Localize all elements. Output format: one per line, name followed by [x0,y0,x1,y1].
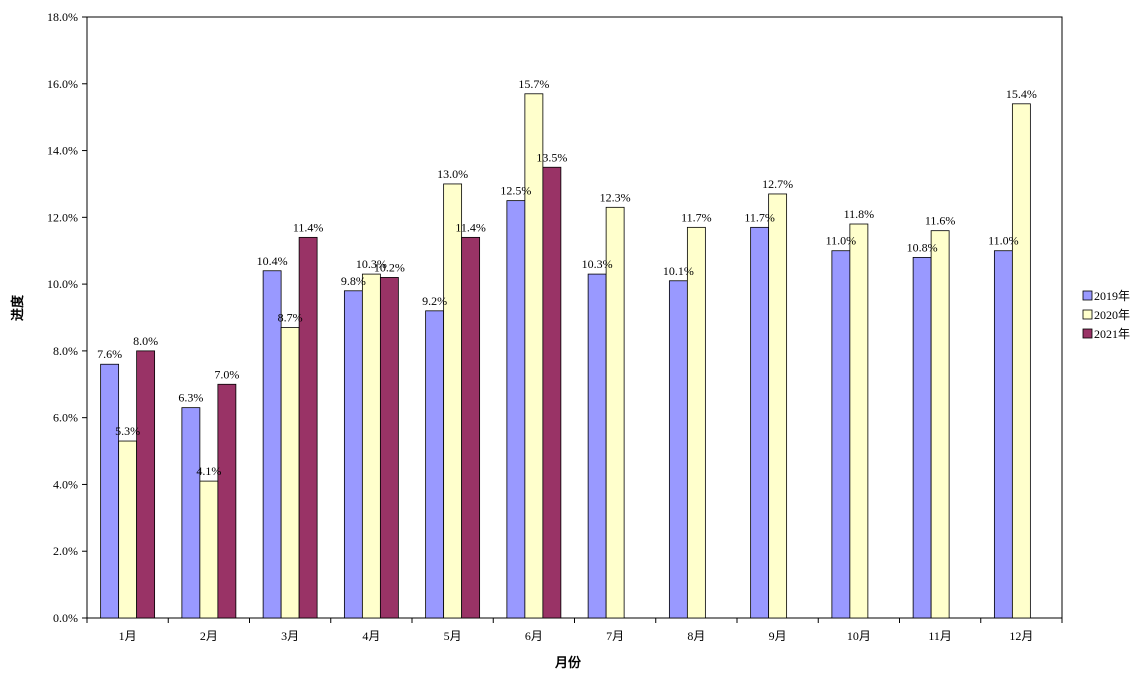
bar [750,226,770,619]
data-label: 12.5% [500,184,531,198]
data-label: 11.0% [826,234,857,248]
legend: 2019年 2020年 2021年 [1082,289,1130,341]
data-label: 11.0% [988,234,1019,248]
x-tick-label: 11月 [928,629,952,643]
bar [605,206,625,619]
data-label: 13.0% [437,167,468,181]
x-tick-label: 5月 [444,629,462,643]
data-label: 9.2% [422,294,447,308]
data-label: 15.7% [518,77,549,91]
data-label: 11.6% [925,214,956,228]
x-tick-label: 7月 [606,629,624,643]
plot-border [86,16,1063,619]
y-tick-label: 8.0% [53,344,78,358]
data-label: 15.4% [1006,87,1037,101]
data-label: 11.7% [744,210,775,224]
data-label: 12.7% [762,177,793,191]
data-label: 10.1% [663,264,694,278]
data-label: 8.7% [278,311,303,325]
x-tick-label: 2月 [200,629,218,643]
y-axis-title: 进度 [10,294,26,321]
data-label: 11.7% [681,210,712,224]
y-tick-label: 16.0% [47,77,78,91]
x-tick-label: 6月 [525,629,543,643]
bar [280,327,300,619]
data-label: 11.4% [455,220,486,234]
bar [524,93,544,619]
x-tick-label: 4月 [362,629,380,643]
legend-label: 2021年 [1094,327,1130,341]
y-axis: 0.0% 2.0% 4.0% 6.0% 8.0% 10.0% 12.0% 14.0% 16.0%… [47,10,87,625]
bar [379,277,399,619]
bar [542,166,562,619]
x-tick-label: 8月 [687,629,705,643]
bar [343,290,363,619]
legend-swatch [1082,309,1093,320]
data-label: 10.2% [374,260,405,274]
bars-group [100,93,1031,619]
y-tick-label: 10.0% [47,277,78,291]
x-tick-label: 10月 [847,629,871,643]
y-tick-label: 0.0% [53,611,78,625]
data-label: 5.3% [115,424,140,438]
data-label: 7.0% [214,367,239,381]
bar [361,273,381,619]
x-axis-title: 月份 [554,655,582,671]
y-tick-label: 6.0% [53,411,78,425]
y-tick-label: 12.0% [47,210,78,224]
data-label: 11.8% [844,207,875,221]
y-tick-label: 2.0% [53,544,78,558]
bar [668,280,688,619]
bar [100,363,120,619]
x-tick-label: 3月 [281,629,299,643]
bar [993,250,1013,619]
bar [686,226,706,619]
plot-area [86,16,1063,619]
data-label: 10.3% [356,257,387,271]
data-label: 13.5% [536,150,567,164]
legend-label: 2020年 [1094,308,1130,322]
bar [118,440,138,619]
data-label: 6.3% [178,391,203,405]
bar [136,350,156,619]
bar [298,236,318,619]
bar [443,183,463,619]
data-label: 10.4% [257,254,288,268]
legend-label: 2019年 [1094,289,1130,303]
bar [425,310,445,619]
bar [587,273,607,619]
y-tick-label: 18.0% [47,10,78,24]
bar [217,383,237,619]
y-tick-label: 14.0% [47,144,78,158]
data-label: 4.1% [196,464,221,478]
y-tick-label: 4.0% [53,477,78,491]
bar [930,230,950,619]
bar [1011,103,1031,619]
data-label: 12.3% [600,190,631,204]
bar [461,236,481,619]
data-label: 10.3% [582,257,613,271]
x-tick-label: 9月 [769,629,787,643]
data-labels-group: 7.6% 6.3% 10.4% 9.8% 9.2% 12.5% 10.3% 10.1% 11.7… [97,77,1037,478]
data-label: 11.4% [293,220,324,234]
x-tick-label: 12月 [1009,629,1033,643]
bar [849,223,869,619]
data-label: 8.0% [133,334,158,348]
data-label: 7.6% [97,347,122,361]
x-tick-label: 1月 [119,629,137,643]
bar [912,256,932,619]
bar [181,407,201,619]
bar [506,200,526,619]
legend-swatch [1082,290,1093,301]
data-label: 9.8% [341,274,366,288]
bar [768,193,788,619]
legend-swatch [1082,328,1093,339]
bar [199,480,219,619]
x-axis: 1月 2月 3月 4月 5月 6月 7月 8月 9月 10月 11月 12月 [86,618,1063,643]
data-label: 10.8% [907,240,938,254]
bar [831,250,851,619]
